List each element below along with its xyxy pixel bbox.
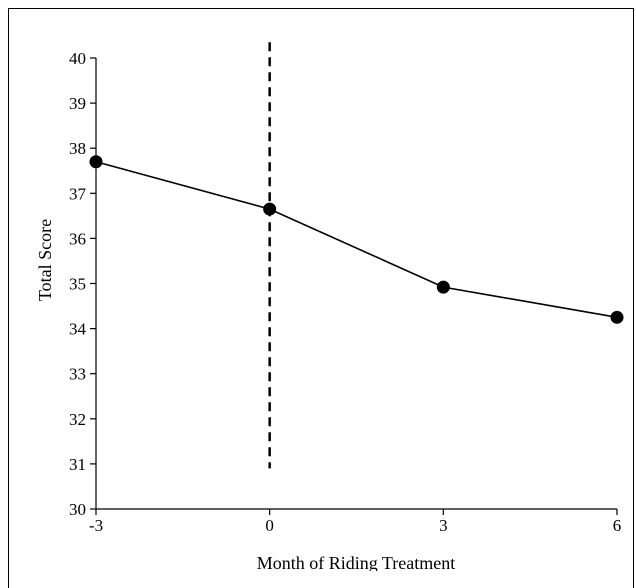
x-axis-label: Month of Riding Treatment — [257, 553, 456, 571]
y-tick-label: 39 — [69, 94, 86, 113]
y-tick-label: 31 — [69, 455, 86, 474]
y-tick-label: 40 — [69, 49, 86, 68]
y-tick-label: 34 — [69, 320, 87, 339]
y-tick-label: 30 — [69, 500, 86, 519]
y-tick-label: 38 — [69, 139, 86, 158]
chart-frame — [8, 8, 634, 588]
x-tick-label: 3 — [439, 516, 448, 535]
data-point — [436, 280, 450, 294]
series-line — [95, 160, 618, 319]
y-tick-label: 37 — [69, 184, 87, 203]
y-tick-label: 35 — [69, 275, 86, 294]
y-tick-label: 33 — [69, 365, 86, 384]
data-point — [263, 202, 277, 216]
y-tick-label: 36 — [69, 229, 86, 248]
data-point — [89, 155, 103, 169]
y-tick-label: 32 — [69, 410, 86, 429]
y-axis-label: Total Score — [35, 219, 55, 301]
series-group — [89, 155, 624, 324]
x-tick-label: 6 — [613, 516, 622, 535]
x-tick-label: 0 — [265, 516, 274, 535]
x-tick-label: -3 — [89, 516, 103, 535]
data-point — [610, 310, 624, 324]
